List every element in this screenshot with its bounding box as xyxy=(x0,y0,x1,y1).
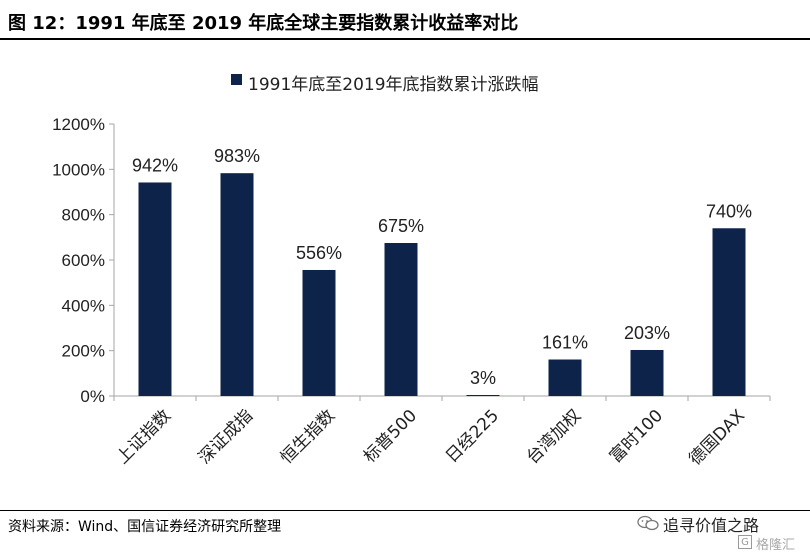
title-rule xyxy=(0,38,810,40)
x-tick-label: 上证指数 xyxy=(113,406,175,468)
bar xyxy=(384,243,418,396)
data-label: 3% xyxy=(470,368,496,388)
figure-title: 图 12：1991 年底至 2019 年底全球主要指数累计收益率对比 xyxy=(8,13,519,34)
y-tick-label: 800% xyxy=(62,206,105,225)
watermark-text: 追寻价值之路 xyxy=(663,516,760,535)
y-tick-label: 0% xyxy=(80,387,105,406)
bar xyxy=(138,182,172,396)
wechat-icon xyxy=(637,515,659,531)
badge-text: 格隆汇 xyxy=(756,538,796,553)
y-tick-label: 400% xyxy=(62,296,105,315)
bar xyxy=(712,228,746,396)
x-tick-label: 台湾加权 xyxy=(523,406,585,468)
badge-logo-icon: G xyxy=(738,535,752,549)
y-tick-label: 600% xyxy=(62,251,105,270)
y-tick-label: 1200% xyxy=(52,115,105,134)
legend-swatch xyxy=(231,74,242,85)
footer-rule xyxy=(0,510,810,511)
y-tick-label: 1000% xyxy=(52,160,105,179)
source-note: 资料来源：Wind、国信证券经济研究所整理 xyxy=(8,519,282,535)
x-tick-label: 富时100 xyxy=(606,406,667,467)
data-label: 983% xyxy=(214,146,260,166)
bar-chart: 0% 200% 400% 600% 800% 1000% 1200% 942% 上证指数 983%… xyxy=(52,115,771,470)
bar xyxy=(220,173,254,396)
bar xyxy=(548,359,582,396)
data-label: 161% xyxy=(542,333,588,353)
legend-label: 1991年底至2019年底指数累计涨跌幅 xyxy=(248,75,539,95)
data-label: 203% xyxy=(624,323,670,343)
data-label: 675% xyxy=(378,216,424,236)
figure-title-bar: 图 12：1991 年底至 2019 年底全球主要指数累计收益率对比 xyxy=(0,0,810,40)
bar xyxy=(466,395,500,396)
x-tick-label: 日经225 xyxy=(442,406,503,467)
x-tick-label: 标普500 xyxy=(360,406,421,467)
x-tick-label: 德国DAX xyxy=(685,406,749,470)
data-label: 942% xyxy=(132,155,178,175)
data-label: 556% xyxy=(296,243,342,263)
x-tick-label: 恒生指数 xyxy=(277,406,339,468)
bar xyxy=(630,349,664,396)
data-label: 740% xyxy=(706,201,752,221)
y-tick-label: 200% xyxy=(62,342,105,361)
x-tick-label: 深证成指 xyxy=(195,406,257,468)
bar xyxy=(302,269,336,396)
